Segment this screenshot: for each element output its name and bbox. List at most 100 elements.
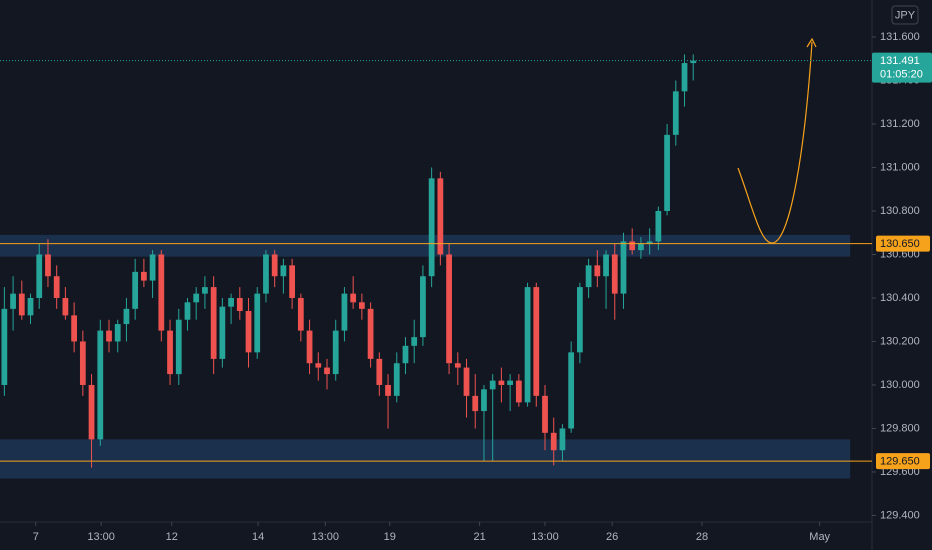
candle-body: [18, 293, 25, 316]
candle-body: [672, 91, 679, 135]
candle-body: [542, 395, 548, 433]
candle-body: [158, 254, 165, 331]
x-tick-label: 13:00: [311, 531, 339, 543]
candle-body: [175, 319, 182, 375]
candle-body: [297, 297, 304, 331]
candle-body: [463, 367, 470, 396]
candle-body: [385, 384, 391, 396]
x-tick-label: 19: [384, 531, 396, 543]
candle-body: [629, 241, 636, 251]
candle-body: [324, 367, 330, 375]
y-tick-label: 129.800: [880, 422, 920, 434]
candle-body: [97, 330, 104, 440]
candle-body: [524, 287, 531, 403]
x-tick-label: 13:00: [87, 531, 115, 543]
candle-body: [446, 254, 452, 364]
candle-body: [149, 254, 156, 281]
candle-body: [341, 293, 348, 331]
candle-body: [690, 60, 697, 64]
y-tick-label: 131.000: [880, 161, 920, 173]
candle-body: [289, 265, 295, 298]
candle-body: [489, 380, 496, 390]
candle-body: [350, 293, 357, 303]
level-label: 130.650: [880, 238, 920, 250]
y-tick-label: 131.600: [880, 31, 920, 43]
level-box: [876, 453, 930, 470]
currency-label[interactable]: JPY: [895, 9, 916, 21]
candle-body: [507, 380, 513, 385]
zone: [0, 439, 851, 479]
x-tick-label: 14: [252, 531, 264, 543]
candle-body: [141, 271, 147, 281]
arrow-head: [806, 37, 817, 48]
y-tick-label: 129.400: [880, 509, 920, 521]
candle-body: [367, 308, 374, 359]
candle-body: [620, 241, 627, 294]
zones: [0, 234, 851, 479]
y-tick-label: 130.400: [880, 292, 920, 304]
candle-body: [577, 287, 583, 353]
axes: 129.400129.600129.800130.000130.200130.4…: [0, 31, 932, 543]
candle-body: [254, 293, 261, 353]
candle-body: [306, 330, 313, 364]
candle-body: [655, 210, 662, 242]
x-tick-label: 12: [166, 531, 178, 543]
candle-body: [585, 265, 592, 288]
projection-arrow: [737, 41, 813, 244]
y-tick-label: 131.200: [880, 118, 920, 130]
candle-body: [498, 380, 505, 385]
candle-body: [681, 63, 688, 92]
x-tick-label: May: [809, 531, 830, 543]
candle-body: [27, 297, 34, 316]
candle-body: [245, 311, 252, 353]
candle-body: [202, 287, 208, 294]
candles: [1, 54, 697, 468]
candle-body: [10, 293, 16, 309]
candle-body: [45, 254, 51, 277]
candle-body: [646, 241, 653, 244]
candle-body: [236, 297, 243, 312]
candle-body: [106, 330, 112, 342]
candle-body: [411, 337, 418, 346]
candle-body: [420, 276, 426, 338]
candle-body: [184, 302, 191, 320]
candle-body: [53, 276, 60, 298]
candle-body: [219, 306, 226, 359]
candle-body: [228, 297, 234, 307]
candle-body: [376, 358, 383, 385]
candle-body: [428, 178, 435, 277]
candle-body: [123, 308, 130, 325]
x-tick-label: 26: [606, 531, 618, 543]
candle-body: [594, 265, 601, 277]
candle-body: [79, 341, 86, 385]
last-price-label: 131.491: [880, 55, 920, 67]
candle-body: [402, 345, 409, 364]
candle-body: [263, 254, 269, 294]
candle-body: [481, 389, 487, 412]
currency-button[interactable]: [891, 5, 919, 25]
last-price-box: [872, 52, 932, 83]
candle-body: [638, 243, 644, 251]
candle-body: [664, 134, 670, 211]
candle-body: [550, 432, 557, 451]
candle-body: [280, 265, 287, 277]
candle-body: [1, 308, 8, 385]
candle-body: [611, 254, 618, 294]
y-tick-label: 130.200: [880, 335, 920, 347]
candle-body: [88, 384, 95, 440]
candle-body: [533, 287, 540, 396]
candle-body: [315, 363, 322, 368]
y-tick-label: 130.800: [880, 205, 920, 217]
candle-body: [393, 363, 400, 396]
zone: [0, 234, 851, 257]
candle-body: [114, 324, 121, 342]
countdown-label: 01:05:20: [880, 69, 923, 81]
x-tick-label: 21: [473, 531, 485, 543]
candle-body: [437, 178, 444, 255]
candle-body: [359, 302, 365, 309]
candle-body: [210, 287, 217, 359]
level-box: [876, 235, 930, 252]
candle-body: [71, 315, 77, 342]
